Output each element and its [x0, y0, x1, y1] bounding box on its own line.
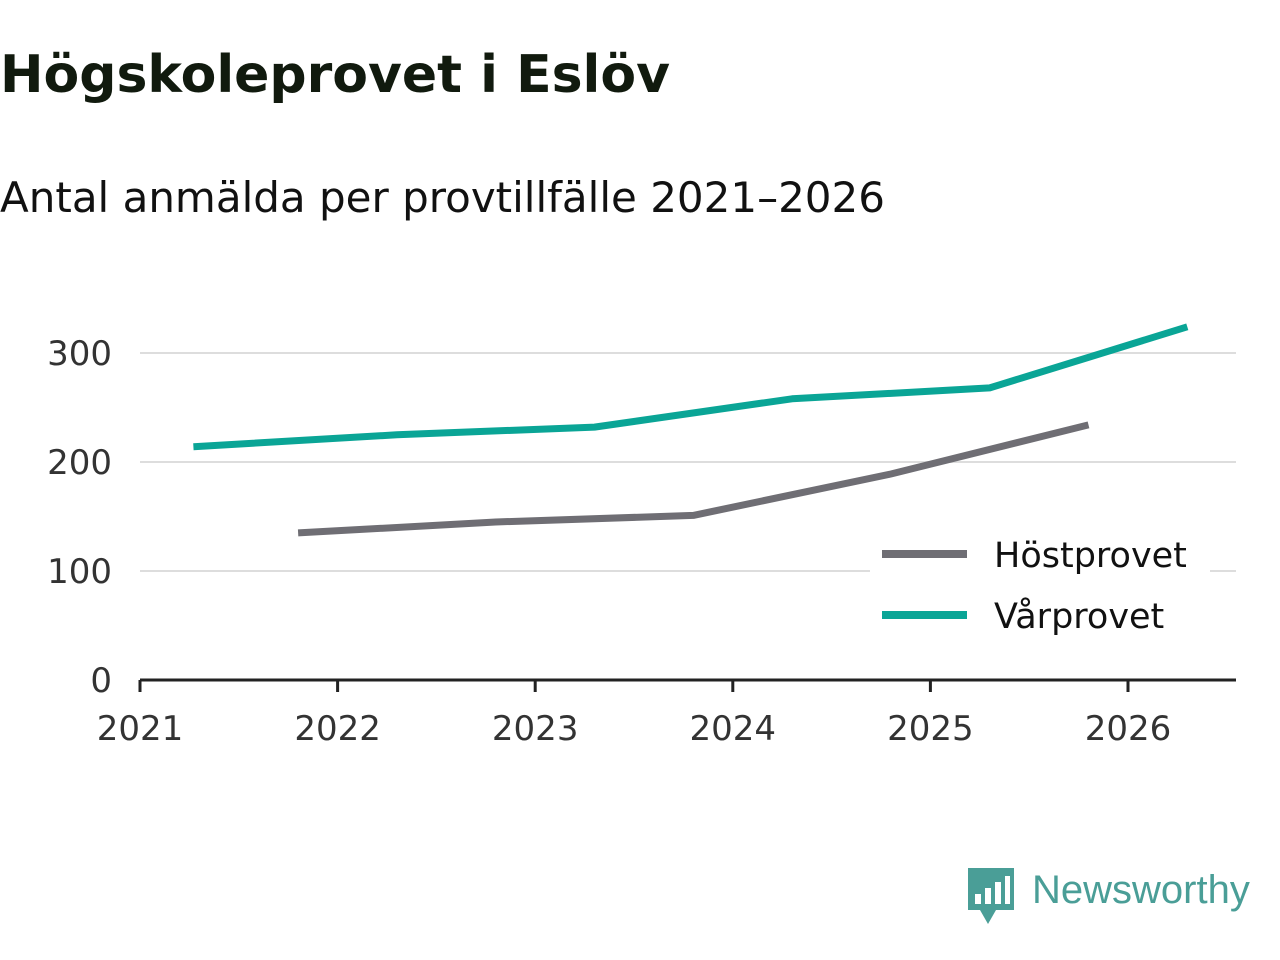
x-tick-label: 2024 — [690, 709, 777, 749]
legend-label-hostprovet: Höstprovet — [994, 536, 1187, 576]
bar-chart-speech-bubble-icon — [968, 868, 1014, 924]
legend-background — [870, 525, 1210, 645]
x-tick-label: 2026 — [1085, 709, 1172, 749]
brand-logo: Newsworthy — [968, 868, 1250, 924]
x-tick-label: 2023 — [492, 709, 579, 749]
y-tick-label: 200 — [47, 443, 112, 483]
x-tick-label: 2025 — [887, 709, 974, 749]
legend-label-varprovet: Vårprovet — [994, 596, 1164, 637]
chart-title: Högskoleprovet i Eslöv — [0, 45, 670, 105]
x-tick-label: 2022 — [294, 709, 381, 749]
series-line-varprovet — [193, 323, 1189, 451]
series-lines — [193, 323, 1189, 537]
x-axis-ticks: 2021 2022 2023 2024 2025 2026 — [97, 680, 1172, 749]
brand-name: Newsworthy — [1032, 868, 1250, 912]
chart-subtitle: Antal anmälda per provtillfälle 2021–202… — [0, 173, 885, 222]
y-tick-label: 0 — [90, 661, 112, 701]
legend: Höstprovet Vårprovet — [870, 525, 1210, 645]
y-tick-label: 100 — [47, 552, 112, 592]
y-tick-label: 300 — [47, 334, 112, 374]
y-axis-ticks: 0 100 200 300 — [47, 334, 112, 701]
x-tick-label: 2021 — [97, 709, 184, 749]
series-line-hostprovet — [297, 421, 1090, 537]
